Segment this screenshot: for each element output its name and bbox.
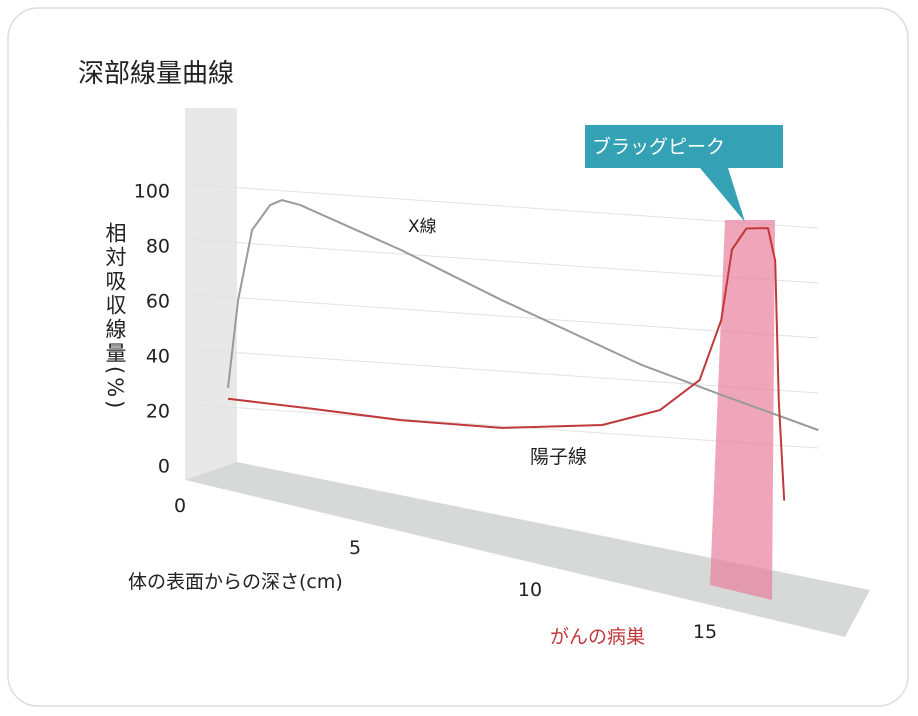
grid-line <box>190 403 819 449</box>
y-tick-label: 100 <box>134 180 170 202</box>
series-label: X線 <box>408 217 437 237</box>
chart-title: 深部線量曲線 <box>78 59 234 89</box>
floor <box>185 462 870 637</box>
x-tick-label: 5 <box>349 537 361 559</box>
x-axis-title: 体の表面からの深さ(cm) <box>128 571 343 593</box>
grid-line <box>190 293 819 339</box>
callout-box <box>585 125 783 168</box>
y-tick-label: 40 <box>146 345 170 367</box>
callout-text: ブラッグピーク <box>592 135 725 158</box>
grid-line <box>190 238 819 284</box>
series-line <box>227 227 786 501</box>
grid-line <box>190 183 819 229</box>
y-tick-label: 80 <box>146 235 170 257</box>
grid <box>190 183 819 449</box>
y-axis-title: 相対吸収線量(%) <box>103 222 127 411</box>
series-line <box>227 199 819 432</box>
grid-line <box>190 348 819 394</box>
callout-pointer <box>700 168 745 222</box>
tumor-region <box>710 220 775 600</box>
x-tick-label: 15 <box>693 621 717 643</box>
y-tick-label: 20 <box>146 400 170 422</box>
tumor-label: がんの病巣 <box>550 626 645 648</box>
series-label: 陽子線 <box>530 446 587 468</box>
x-tick-label: 10 <box>518 579 542 601</box>
y-tick-label: 0 <box>158 455 170 477</box>
x-tick-label: 0 <box>174 495 186 517</box>
lines <box>227 199 819 501</box>
y-tick-label: 60 <box>146 290 170 312</box>
back-wall <box>185 108 237 480</box>
